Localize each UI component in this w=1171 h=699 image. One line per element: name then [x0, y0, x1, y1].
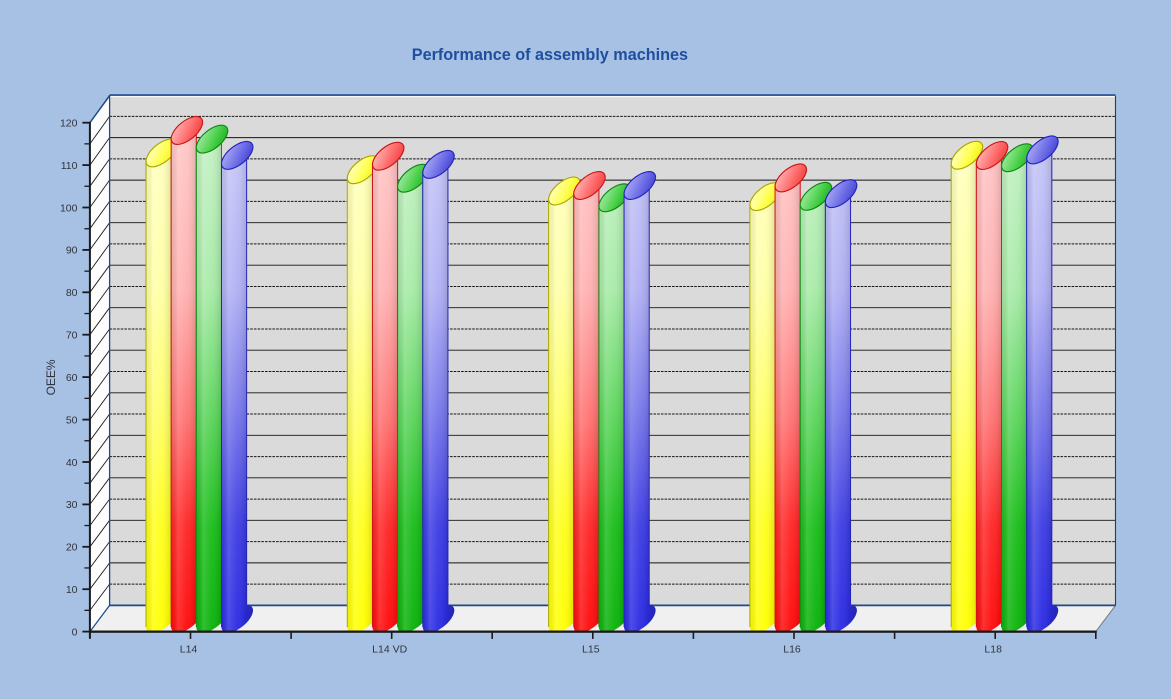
svg-text:L14: L14	[180, 644, 198, 656]
svg-text:L14 VD: L14 VD	[372, 644, 407, 656]
svg-text:60: 60	[66, 372, 78, 384]
svg-text:OEE%: OEE%	[44, 359, 58, 395]
svg-text:110: 110	[61, 160, 78, 172]
svg-text:80: 80	[66, 287, 78, 299]
svg-text:L18: L18	[984, 644, 1002, 656]
svg-text:120: 120	[60, 118, 78, 130]
svg-text:20: 20	[66, 542, 78, 554]
svg-text:0: 0	[72, 626, 78, 638]
svg-text:10: 10	[66, 584, 78, 596]
svg-text:Performance of assembly machin: Performance of assembly machines	[412, 46, 688, 64]
svg-text:40: 40	[66, 457, 78, 469]
svg-text:90: 90	[66, 245, 78, 257]
svg-text:70: 70	[66, 330, 78, 342]
svg-text:50: 50	[66, 414, 78, 426]
svg-text:L15: L15	[582, 644, 600, 656]
svg-text:100: 100	[60, 202, 78, 214]
svg-text:30: 30	[66, 499, 78, 511]
svg-text:L16: L16	[783, 644, 801, 656]
